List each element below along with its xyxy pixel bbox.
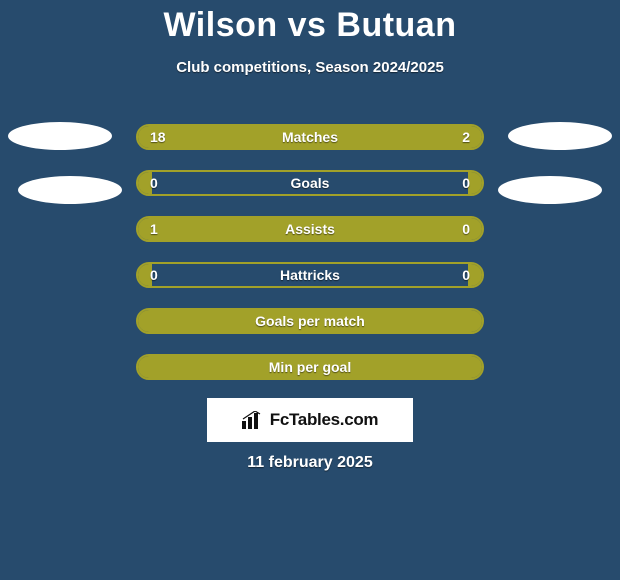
- player2-name: Butuan: [336, 6, 456, 44]
- stats-container: 18 Matches 2 0 Goals 0 1 Assists 0 0 Hat…: [136, 124, 484, 400]
- stat-value-left: 0: [150, 175, 158, 191]
- stat-value-left: 0: [150, 267, 158, 283]
- stat-row: 1 Assists 0: [136, 216, 484, 242]
- team-logo-placeholder: [18, 176, 122, 204]
- stat-fill-left: [138, 218, 403, 240]
- branding-badge: FcTables.com: [207, 398, 413, 442]
- stat-row: Min per goal: [136, 354, 484, 380]
- vs-separator: vs: [288, 6, 327, 44]
- stat-row: 0 Goals 0: [136, 170, 484, 196]
- stat-fill-left: [138, 126, 403, 148]
- stat-label: Goals: [291, 175, 330, 191]
- stat-label: Min per goal: [269, 359, 351, 375]
- player-photo-placeholder: [8, 122, 112, 150]
- stat-fill-right: [468, 172, 482, 194]
- stat-fill-right: [468, 264, 482, 286]
- bar-chart-icon: [242, 411, 264, 429]
- stat-value-left: 1: [150, 221, 158, 237]
- branding-text: FcTables.com: [270, 410, 379, 430]
- player1-name: Wilson: [164, 6, 278, 44]
- stat-label: Matches: [282, 129, 338, 145]
- stat-value-left: 18: [150, 129, 166, 145]
- stat-value-right: 0: [462, 267, 470, 283]
- stat-label: Assists: [285, 221, 335, 237]
- player-photo-placeholder: [508, 122, 612, 150]
- comparison-title: Wilson vs Butuan: [0, 0, 620, 45]
- date-label: 11 february 2025: [247, 454, 372, 472]
- comparison-subtitle: Club competitions, Season 2024/2025: [0, 59, 620, 76]
- stat-row: 18 Matches 2: [136, 124, 484, 150]
- stat-label: Goals per match: [255, 313, 365, 329]
- stat-row: 0 Hattricks 0: [136, 262, 484, 288]
- stat-label: Hattricks: [280, 267, 340, 283]
- stat-value-right: 0: [462, 221, 470, 237]
- team-logo-placeholder: [498, 176, 602, 204]
- stat-value-right: 0: [462, 175, 470, 191]
- stat-row: Goals per match: [136, 308, 484, 334]
- stat-value-right: 2: [462, 129, 470, 145]
